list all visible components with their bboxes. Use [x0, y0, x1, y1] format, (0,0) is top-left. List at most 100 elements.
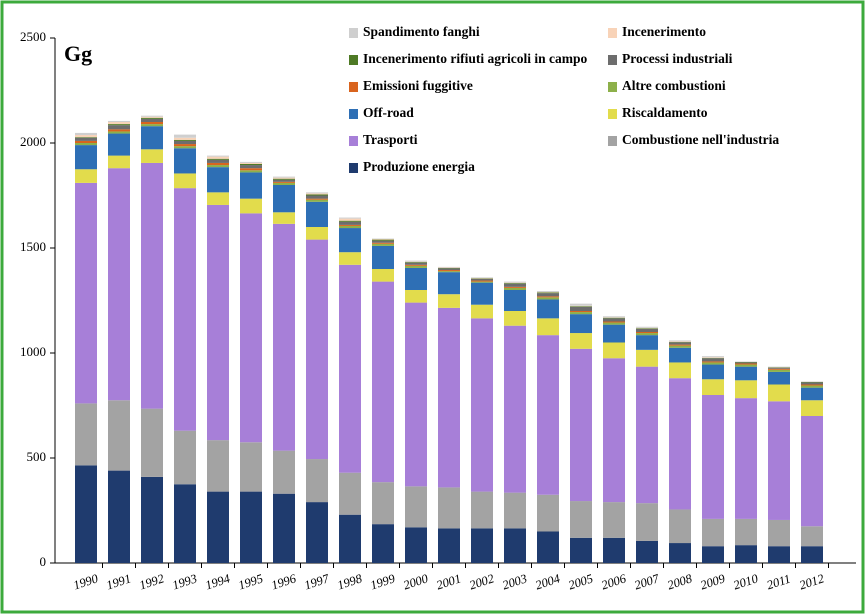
x-tick-label: 2012: [798, 571, 826, 592]
bar-segment: [702, 364, 724, 380]
y-tick-label: 500: [27, 449, 47, 464]
bar-segment: [603, 321, 625, 323]
y-tick-label: 2000: [20, 134, 46, 149]
bar-segment: [273, 223, 295, 451]
bar-segment: [702, 356, 724, 358]
bar-segment: [636, 366, 658, 504]
bar-segment: [504, 492, 526, 529]
bar-segment: [702, 395, 724, 519]
x-tick-label: 2007: [633, 571, 662, 592]
bar-segment: [702, 361, 724, 363]
bar-segment: [405, 527, 427, 563]
x-tick-label: 1995: [237, 571, 265, 592]
bar-segment: [405, 302, 427, 487]
bar-segment: [339, 224, 361, 226]
bar-segment: [669, 340, 691, 342]
bar-segment: [570, 311, 592, 313]
bar-segment: [570, 501, 592, 538]
bar-segment: [306, 459, 328, 503]
bar-segment: [669, 342, 691, 345]
bar-segment: [636, 540, 658, 563]
bar-segment: [504, 283, 526, 287]
bar-segment: [108, 131, 130, 134]
bar-segment: [570, 333, 592, 349]
legend-swatch: [608, 28, 617, 38]
x-tick-label: 1997: [303, 571, 332, 592]
legend-label: Riscaldamento: [622, 105, 708, 120]
bar-segment: [735, 364, 757, 367]
bar-segment: [141, 408, 163, 477]
legend-swatch: [349, 28, 358, 38]
x-tick-label: 2003: [501, 571, 529, 592]
bar-segment: [669, 362, 691, 379]
bar-segment: [372, 482, 394, 525]
unit-label: Gg: [64, 41, 92, 66]
bar-segment: [603, 317, 625, 319]
bar-segment: [801, 400, 823, 416]
bar-segment: [372, 269, 394, 282]
x-tick-label: 1994: [204, 571, 232, 592]
bar-segment: [174, 148, 196, 174]
bar-segment: [108, 400, 130, 471]
bar-segment: [75, 137, 97, 138]
bar-segment: [405, 265, 427, 268]
bar-segment: [75, 169, 97, 183]
bar-segment: [438, 266, 460, 268]
bar-segment: [207, 440, 229, 492]
bar-segment: [768, 369, 790, 372]
bar-segment: [405, 486, 427, 528]
y-tick-label: 1000: [20, 344, 46, 359]
bar-segment: [603, 358, 625, 503]
bar-segment: [339, 218, 361, 221]
bar-segment: [174, 134, 196, 138]
bar-segment: [174, 173, 196, 189]
x-tick-label: 1996: [270, 571, 299, 592]
bar-segment: [306, 201, 328, 227]
bar-segment: [207, 162, 229, 166]
bar-segment: [108, 125, 130, 130]
bar-segment: [504, 283, 526, 284]
bar-segment: [537, 297, 559, 300]
legend-label: Incenerimento rifiuti agricoli in campo: [363, 51, 587, 66]
bar-segment: [306, 194, 328, 196]
bar-segment: [570, 303, 592, 306]
bar-segment: [108, 124, 130, 126]
bar-segment: [438, 272, 460, 295]
bar-segment: [207, 159, 229, 163]
bar-segment: [141, 126, 163, 150]
legend-swatch: [608, 109, 617, 119]
bar-segment: [108, 122, 130, 125]
bar-segment: [174, 484, 196, 563]
bar-segment: [273, 212, 295, 224]
bar-segment: [339, 225, 361, 229]
bar-segment: [735, 545, 757, 563]
bar-segment: [438, 487, 460, 529]
legend-swatch: [349, 163, 358, 173]
bar-segment: [339, 217, 361, 219]
bar-segment: [339, 472, 361, 515]
bar-segment: [702, 546, 724, 563]
x-tick-label: 1991: [105, 571, 133, 592]
bar-segment: [306, 227, 328, 240]
bar-segment: [108, 470, 130, 563]
bar-segment: [504, 311, 526, 326]
bar-segment: [636, 349, 658, 367]
bar-segment: [570, 306, 592, 311]
bar-segment: [405, 264, 427, 266]
bar-segment: [240, 162, 262, 164]
bar-segment: [438, 294, 460, 308]
bar-segment: [570, 306, 592, 307]
legend-label: Combustione nell'industria: [622, 132, 779, 147]
bar-segment: [339, 221, 361, 225]
bar-segment: [240, 168, 262, 171]
bar-segment: [339, 264, 361, 473]
bar-segment: [372, 281, 394, 483]
bar-segment: [735, 398, 757, 519]
x-tick-label: 1999: [369, 571, 398, 592]
x-tick-label: 1990: [72, 571, 101, 592]
legend-swatch: [349, 55, 358, 65]
bar-segment: [174, 137, 196, 140]
bar-segment: [537, 296, 559, 298]
bar-segment: [636, 326, 658, 328]
bar-segment: [174, 430, 196, 485]
